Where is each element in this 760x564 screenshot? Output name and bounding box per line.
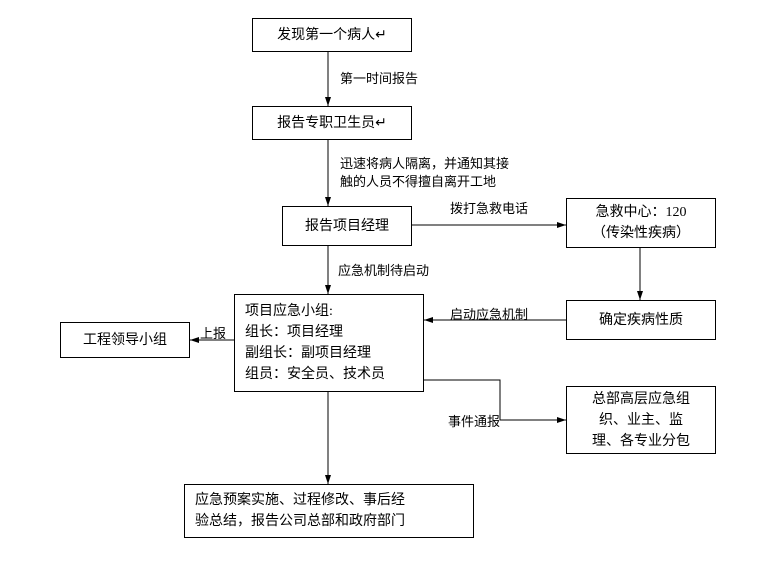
- flowchart-node-n1: 发现第一个病人↵: [252, 18, 412, 52]
- flowchart-edge-label-6: 上报: [200, 325, 226, 343]
- flowchart-node-n6: 确定疾病性质: [566, 300, 716, 340]
- flowchart-node-n8: 总部高层应急组 织、业主、监 理、各专业分包: [566, 386, 716, 454]
- flowchart-node-n2: 报告专职卫生员↵: [252, 106, 412, 140]
- flowchart-node-n7: 工程领导小组: [60, 322, 190, 358]
- flowchart-edge-label-1: 迅速将病人隔离，并通知其接 触的人员不得擅自离开工地: [340, 155, 509, 191]
- flowchart-edge-label-5: 启动应急机制: [450, 306, 528, 324]
- flowchart-edge-label-7: 事件通报: [448, 413, 500, 431]
- flowchart-node-n4: 急救中心：120 （传染性疾病）: [566, 198, 716, 248]
- flowchart-edge-label-2: 拨打急救电话: [450, 200, 528, 218]
- flowchart-edge-label-0: 第一时间报告: [340, 70, 418, 88]
- flowchart-node-n5: 项目应急小组: 组长：项目经理 副组长：副项目经理 组员：安全员、技术员: [234, 294, 424, 392]
- flowchart-node-n3: 报告项目经理: [282, 206, 412, 246]
- flowchart-edge-label-4: 应急机制待启动: [338, 262, 429, 280]
- flowchart-node-n9: 应急预案实施、过程修改、事后经 验总结，报告公司总部和政府部门: [184, 484, 474, 538]
